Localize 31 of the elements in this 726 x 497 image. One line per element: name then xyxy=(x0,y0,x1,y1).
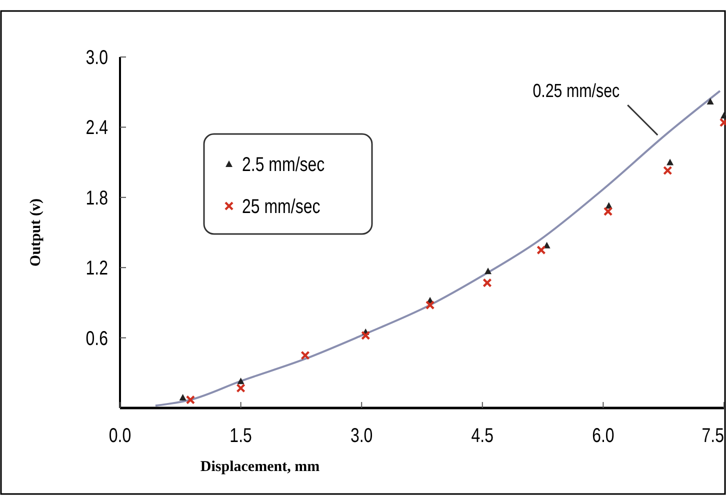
legend-label: 2.5 mm/sec xyxy=(242,153,325,176)
point xyxy=(425,300,435,310)
x-tick-label: 3.0 xyxy=(350,424,373,446)
x-tick-label: 1.5 xyxy=(230,424,252,446)
point xyxy=(663,166,672,176)
y-tick-label: 1.8 xyxy=(86,186,108,209)
point xyxy=(482,278,492,288)
point xyxy=(300,350,310,360)
y-tick-label: 0.6 xyxy=(86,327,108,350)
y-tick-label: 3.0 xyxy=(86,46,108,68)
x-tick-label: 4.5 xyxy=(471,424,494,446)
x-tick-label: 6.0 xyxy=(592,424,614,446)
legend-label: 25 mm/sec xyxy=(242,195,320,218)
point xyxy=(361,330,370,340)
point xyxy=(706,98,714,104)
point xyxy=(543,242,550,248)
point xyxy=(237,378,244,384)
x-tick-label: 7.5 xyxy=(702,424,724,446)
y-axis-title: Output (v) xyxy=(28,198,44,266)
point xyxy=(536,245,546,255)
point xyxy=(484,268,492,274)
point xyxy=(179,394,186,400)
text: 0.25 mm/sec xyxy=(532,79,620,102)
x-axis-title: Displacement, mm xyxy=(200,459,320,475)
point xyxy=(236,384,246,393)
point xyxy=(186,395,196,404)
point xyxy=(666,158,674,166)
x-tick-label: 0.0 xyxy=(108,424,132,446)
y-tick-label: 2.4 xyxy=(86,116,108,139)
point xyxy=(603,206,613,216)
y-tick-label: 1.2 xyxy=(86,256,108,280)
